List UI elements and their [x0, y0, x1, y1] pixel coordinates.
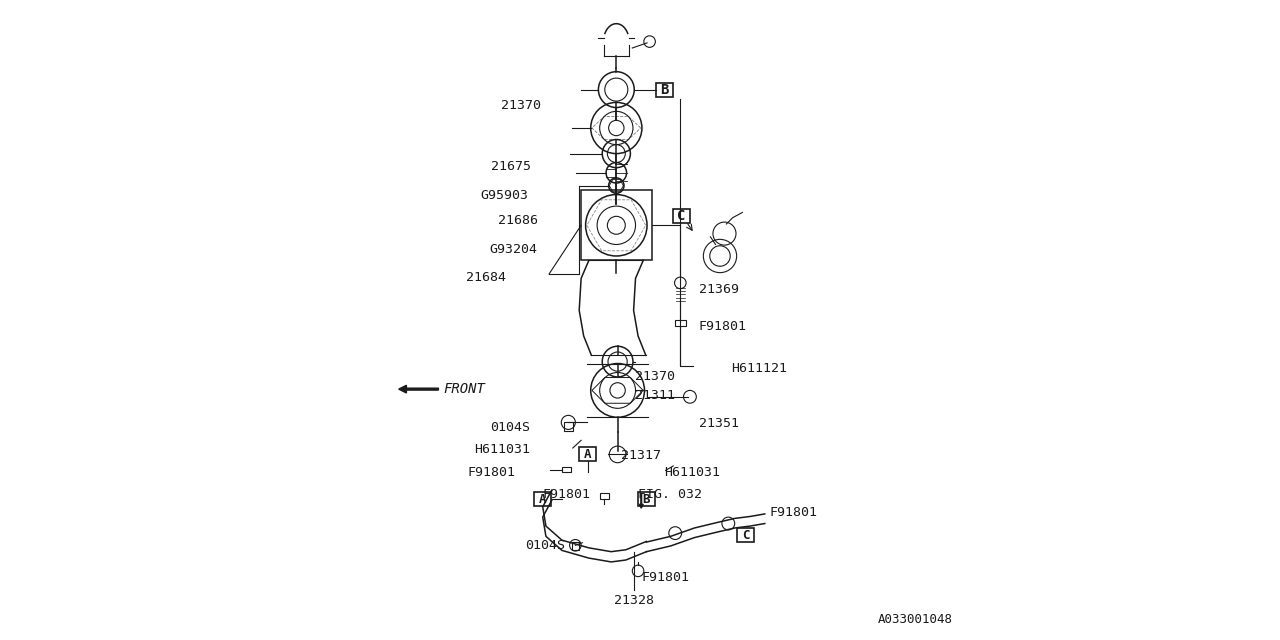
Text: H611031: H611031: [664, 466, 719, 479]
Text: A: A: [539, 493, 547, 506]
Text: A033001048: A033001048: [877, 613, 952, 626]
Text: 21675: 21675: [492, 160, 531, 173]
Text: 21311: 21311: [635, 389, 675, 402]
Text: 0104S: 0104S: [490, 421, 530, 434]
Text: 21370: 21370: [635, 370, 675, 383]
Text: 21351: 21351: [699, 417, 739, 430]
Bar: [637, 492, 654, 506]
Text: F91801: F91801: [769, 506, 818, 518]
Text: B: B: [660, 83, 668, 97]
Text: 21686: 21686: [498, 214, 538, 227]
Text: B: B: [643, 493, 650, 506]
Text: 21684: 21684: [466, 271, 506, 284]
Text: 21369: 21369: [699, 283, 739, 296]
Text: FIG. 032: FIG. 032: [637, 488, 701, 500]
FancyArrow shape: [640, 494, 644, 508]
Bar: [571, 542, 580, 550]
Bar: [580, 447, 596, 461]
Text: F91801: F91801: [543, 488, 591, 500]
Bar: [535, 492, 550, 506]
Bar: [737, 528, 754, 542]
FancyArrow shape: [399, 385, 438, 393]
Text: C: C: [677, 209, 686, 223]
Text: H611031: H611031: [474, 443, 530, 456]
Text: H611121: H611121: [731, 362, 787, 374]
Bar: [564, 422, 573, 431]
Text: F91801: F91801: [641, 571, 689, 584]
Bar: [673, 209, 690, 223]
Text: 21317: 21317: [621, 449, 660, 462]
Text: F91801: F91801: [467, 466, 516, 479]
Text: 21370: 21370: [500, 99, 540, 112]
Bar: [675, 320, 686, 326]
Text: A: A: [584, 448, 591, 461]
Bar: [657, 83, 673, 97]
Bar: [562, 467, 571, 472]
Text: G95903: G95903: [480, 189, 529, 202]
Text: 0104S: 0104S: [525, 539, 566, 552]
Bar: [581, 190, 652, 260]
Bar: [600, 493, 609, 499]
Text: C: C: [742, 529, 749, 541]
Text: G93204: G93204: [490, 243, 538, 256]
Text: FRONT: FRONT: [443, 382, 485, 396]
Text: 21328: 21328: [613, 594, 654, 607]
Text: F91801: F91801: [699, 320, 748, 333]
